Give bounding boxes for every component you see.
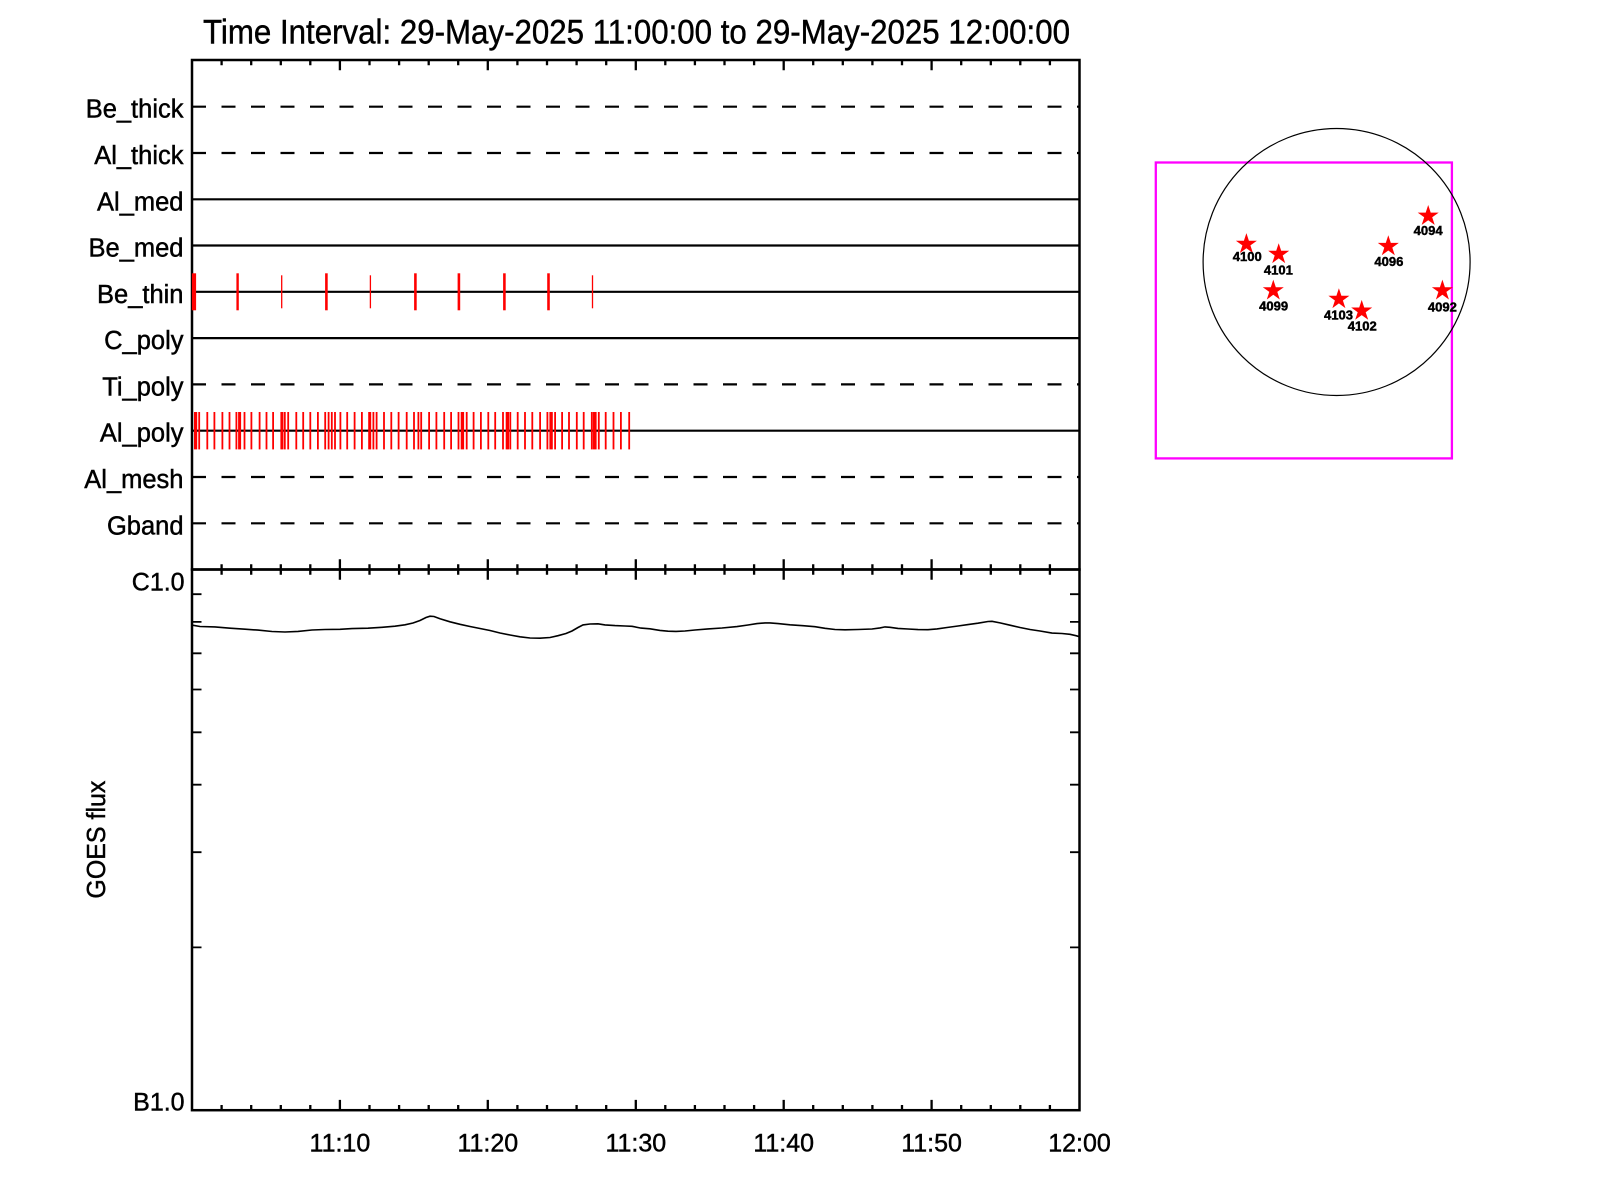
- svg-text:4096: 4096: [1374, 254, 1403, 269]
- svg-text:11:10: 11:10: [310, 1130, 371, 1158]
- svg-text:GOES flux: GOES flux: [81, 781, 111, 899]
- svg-text:Be_thin: Be_thin: [97, 281, 184, 309]
- svg-text:C1.0: C1.0: [132, 568, 185, 596]
- svg-text:4094: 4094: [1414, 223, 1444, 238]
- svg-text:11:20: 11:20: [457, 1130, 518, 1158]
- svg-text:11:30: 11:30: [605, 1130, 666, 1158]
- svg-text:C_poly: C_poly: [104, 327, 184, 355]
- svg-text:Be_med: Be_med: [89, 235, 184, 263]
- svg-text:Al_thick: Al_thick: [94, 142, 184, 170]
- svg-text:12:00: 12:00: [1048, 1130, 1111, 1158]
- svg-text:B1.0: B1.0: [133, 1089, 184, 1117]
- svg-text:4099: 4099: [1259, 299, 1288, 314]
- svg-text:Ti_poly: Ti_poly: [102, 373, 184, 401]
- svg-text:11:40: 11:40: [753, 1130, 814, 1158]
- svg-text:Al_mesh: Al_mesh: [84, 466, 183, 494]
- svg-text:4092: 4092: [1428, 300, 1457, 315]
- svg-text:4102: 4102: [1348, 318, 1377, 333]
- svg-text:4103: 4103: [1324, 307, 1353, 322]
- svg-text:Al_med: Al_med: [97, 188, 183, 216]
- svg-text:11:50: 11:50: [901, 1130, 962, 1158]
- svg-text:4100: 4100: [1233, 249, 1262, 264]
- svg-text:Al_poly: Al_poly: [100, 420, 184, 448]
- svg-text:Be_thick: Be_thick: [86, 96, 184, 124]
- svg-text:Gband: Gband: [107, 512, 184, 540]
- svg-text:Time Interval: 29-May-2025 11:: Time Interval: 29-May-2025 11:00:00 to 2…: [203, 14, 1070, 52]
- svg-text:4101: 4101: [1264, 262, 1293, 277]
